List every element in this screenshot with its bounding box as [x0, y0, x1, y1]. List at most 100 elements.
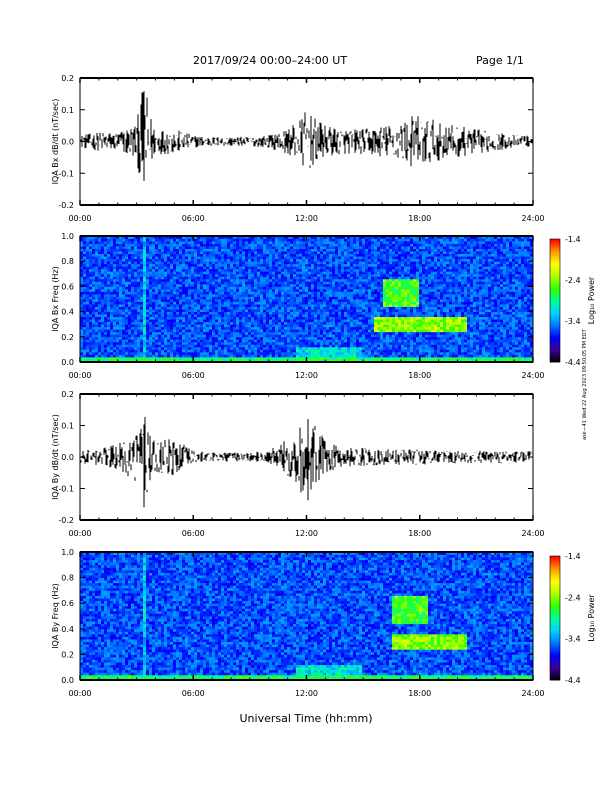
- spectrogram-cell: [131, 251, 135, 255]
- spectrogram-cell: [254, 306, 258, 310]
- spectrogram-cell: [254, 314, 258, 318]
- spectrogram-cell: [197, 256, 201, 260]
- spectrogram-cell: [224, 246, 228, 249]
- spectrogram-cell: [104, 346, 108, 350]
- spectrogram-cell: [80, 258, 84, 262]
- spectrogram-cell: [230, 271, 234, 275]
- spectrogram-cell: [278, 288, 282, 292]
- spectrogram-cell: [143, 314, 147, 318]
- spectrogram-cell: [191, 309, 195, 312]
- spectrogram-cell: [149, 263, 153, 267]
- spectrogram-cell: [122, 324, 126, 328]
- spectrogram-cell: [323, 281, 327, 285]
- spectrogram-cell: [293, 251, 297, 255]
- spectrogram-cell: [266, 291, 270, 295]
- spectrogram-cell: [302, 296, 306, 300]
- spectrogram-cell: [221, 281, 225, 285]
- spectrogram-cell: [158, 331, 162, 335]
- spectrogram-cell: [185, 266, 189, 270]
- spectrogram-cell: [167, 286, 171, 290]
- spectrogram-cell: [161, 301, 165, 305]
- spectrogram-cell: [239, 236, 243, 239]
- spectrogram-cell: [245, 288, 249, 292]
- spectrogram-cell: [266, 326, 270, 330]
- spectrogram-cell: [203, 334, 207, 338]
- spectrogram-cell: [239, 261, 243, 265]
- spectrogram-cell: [344, 253, 348, 257]
- spectrogram-cell: [122, 243, 126, 247]
- spectrogram-cell: [263, 253, 267, 257]
- spectrogram-cell: [308, 263, 312, 267]
- spectrogram-cell: [254, 326, 258, 330]
- spectrogram-cell: [272, 351, 276, 355]
- spectrogram-cell: [146, 251, 150, 255]
- spectrogram-cell: [197, 341, 201, 345]
- spectrogram-cell: [179, 256, 183, 260]
- spectrogram-cell: [224, 341, 228, 345]
- spectrogram-cell: [194, 344, 198, 348]
- spectrogram-cell: [95, 271, 99, 275]
- spectrogram-cell: [116, 299, 120, 302]
- spectrogram-cell: [290, 238, 294, 242]
- spectrogram-cell: [86, 256, 90, 260]
- spectrogram-cell: [245, 341, 249, 345]
- spectrogram-cell: [146, 344, 150, 348]
- spectrogram-cell: [161, 319, 165, 323]
- spectrogram-cell: [320, 246, 324, 249]
- spectrogram-cell: [170, 251, 174, 255]
- spectrogram-cell: [134, 293, 138, 297]
- spectrogram-cell: [113, 256, 117, 260]
- spectrogram-cell: [83, 344, 87, 348]
- spectrogram-cell: [86, 276, 90, 280]
- spectrogram-cell: [155, 251, 159, 255]
- spectrogram-cell: [200, 276, 204, 280]
- spectrogram-cell: [305, 344, 309, 348]
- spectrogram-cell: [296, 276, 300, 280]
- spectrogram-cell: [281, 263, 285, 267]
- spectrogram-cell: [317, 344, 321, 348]
- spectrogram-cell: [275, 278, 279, 282]
- spectrogram-cell: [125, 246, 129, 249]
- spectrogram-cell: [101, 339, 105, 343]
- spectrogram-cell: [275, 299, 279, 302]
- spectrogram-cell: [116, 273, 120, 277]
- spectrogram-cell: [209, 238, 213, 242]
- spectrogram-cell: [320, 266, 324, 270]
- spectrogram-cell: [209, 253, 213, 257]
- spectrogram-cell: [281, 251, 285, 255]
- spectrogram-cell: [173, 356, 177, 360]
- spectrogram-cell: [83, 349, 87, 353]
- spectrogram-cell: [179, 334, 183, 338]
- spectrogram-cell: [167, 336, 171, 340]
- spectrogram-cell: [119, 336, 123, 340]
- spectrogram-cell: [263, 238, 267, 242]
- spectrogram-cell: [164, 319, 168, 323]
- spectrogram-cell: [119, 236, 123, 239]
- spectrogram-cell: [296, 346, 300, 350]
- spectrogram-cell: [272, 261, 276, 265]
- spectrogram-cell: [131, 329, 135, 333]
- spectrogram-cell: [197, 281, 201, 285]
- spectrogram-cell: [131, 278, 135, 282]
- spectrogram-cell: [323, 356, 327, 360]
- spectrogram-cell: [218, 263, 222, 267]
- spectrogram-cell: [368, 306, 372, 310]
- spectrogram-cell: [359, 248, 363, 252]
- spectrogram-cell: [260, 351, 264, 355]
- spectrogram-cell: [218, 359, 222, 362]
- spectrogram-cell: [275, 291, 279, 295]
- spectrogram-cell: [206, 346, 210, 350]
- spectrogram-cell: [278, 293, 282, 297]
- spectrogram-cell: [221, 241, 225, 244]
- spectrogram-cell: [212, 248, 216, 252]
- spectrogram-cell: [350, 266, 354, 270]
- spectrogram-cell: [347, 326, 351, 330]
- spectrogram-cell: [296, 283, 300, 287]
- spectrogram-cell: [200, 243, 204, 247]
- spectrogram-cell: [149, 273, 153, 277]
- spectrogram-cell: [185, 319, 189, 323]
- spectrogram-cell: [185, 354, 189, 358]
- spectrogram-cell: [341, 236, 345, 239]
- spectrogram-cell: [134, 326, 138, 330]
- spectrogram-cell: [107, 301, 111, 305]
